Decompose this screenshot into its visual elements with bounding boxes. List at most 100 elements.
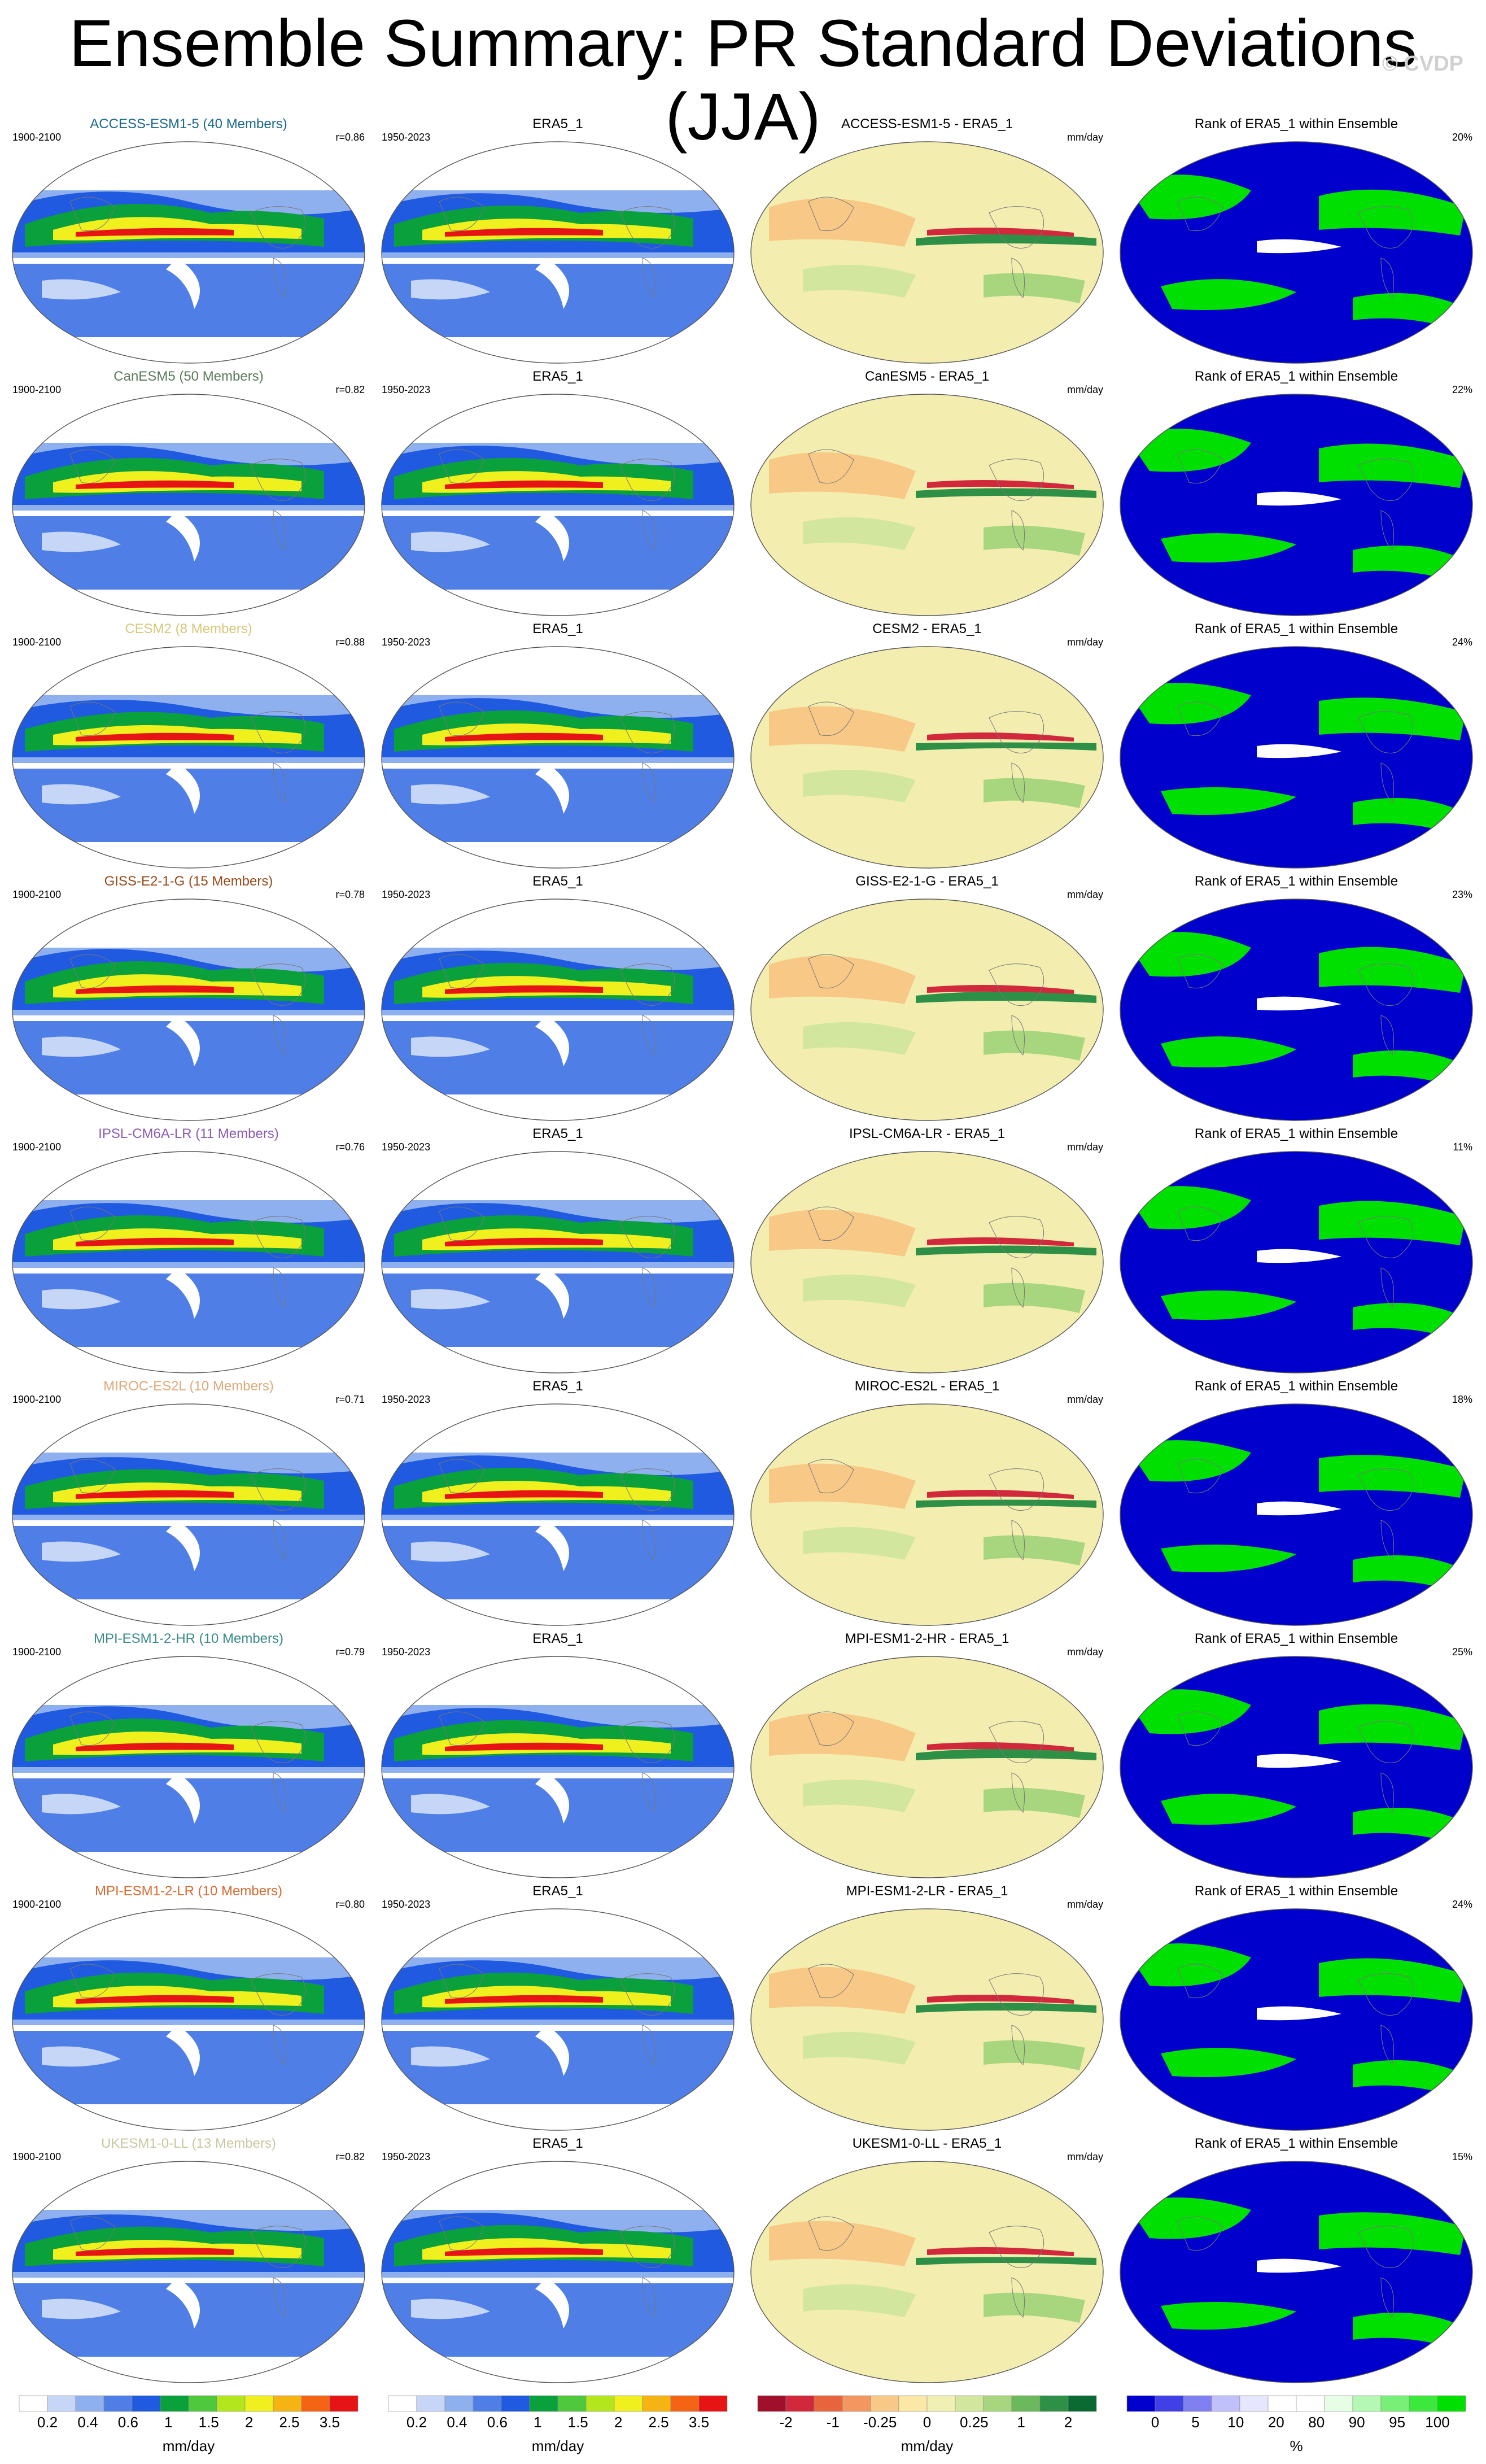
rank-panel: Rank of ERA5_1 within Ensemble 20% [1116,116,1477,368]
colorbar-swatch [1352,2395,1382,2412]
colorbar: 0 5 10 20 80 90 95 100% [1121,2393,1471,2461]
map-border [1120,2161,1473,2383]
model-mean-panel: CanESM5 (50 Members) 1900-2100 r=0.82 [8,368,369,621]
obs-period: 1950-2023 [382,384,431,395]
map-border [12,1656,365,1878]
obs-period: 1950-2023 [382,132,431,143]
model-map [12,394,365,616]
obs-map [381,1151,735,1373]
obs-map [381,646,735,869]
colorbar-tick-label: 90 [1349,2414,1365,2431]
colorbar-unit: mm/day [901,2437,954,2454]
ensemble-row: CESM2 (8 Members) 1900-2100 r=0.88 ERA5_1 19… [0,621,1486,873]
difference-title: CESM2 - ERA5_1 [872,621,982,636]
obs-panel: ERA5_1 1950-2023 [377,1630,738,1883]
model-mean-panel: MIROC-ES2L (10 Members) 1900-2100 r=0.71 [8,1378,369,1630]
difference-panel: UKESM1-0-LL - ERA5_1 mm/day [746,2135,1108,2388]
model-period: 1900-2100 [12,636,62,648]
map-background [1120,899,1472,1120]
map-border [12,1403,365,1626]
rank-title: Rank of ERA5_1 within Ensemble [1194,1631,1398,1646]
colorbar-swatch [473,2395,502,2412]
map-background [751,142,1103,363]
obs-panel: ERA5_1 1950-2023 [377,621,738,873]
map-border [750,2161,1104,2383]
colorbar-tick-label: 0.2 [407,2414,427,2431]
map-border [1120,141,1473,364]
map-border [381,141,735,364]
rank-percent: 23% [1452,889,1472,900]
difference-panel: IPSL-CM6A-LR - ERA5_1 mm/day [746,1126,1108,1378]
colorbar-swatch [670,2395,700,2412]
rank-panel: Rank of ERA5_1 within Ensemble 25% [1116,1630,1477,1883]
map-border [1120,1151,1473,1373]
model-title: CESM2 (8 Members) [125,621,252,636]
difference-units: mm/day [1067,384,1103,395]
rank-map [1120,2161,1473,2383]
map-border [750,1151,1104,1373]
map-background [1120,2161,1472,2383]
obs-panel: ERA5_1 1950-2023 [377,873,738,1126]
map-border [381,1656,735,1878]
colorbar-swatch [926,2395,956,2412]
map-border [381,899,735,1121]
obs-panel: ERA5_1 1950-2023 [377,1883,738,2135]
difference-title: MPI-ESM1-2-HR - ERA5_1 [845,1631,1009,1646]
colorbar-swatch [160,2395,189,2412]
colorbar-unit: % [1290,2437,1303,2454]
colorbar-swatch [870,2395,899,2412]
colorbar-graphic: 0 5 10 20 80 90 95 100 [1126,2395,1466,2431]
model-period: 1900-2100 [12,132,62,143]
difference-title: ACCESS-ESM1-5 - ERA5_1 [841,116,1013,132]
colorbar-swatch [814,2395,843,2412]
obs-period: 1950-2023 [382,1141,431,1153]
colorbar: 0.2 0.4 0.6 1 1.5 2 2.5 3.5 mm/day [14,2393,364,2461]
colorbar-swatch [1126,2395,1156,2412]
map-background [751,394,1103,616]
difference-panel: CESM2 - ERA5_1 mm/day [746,621,1108,873]
rank-map [1120,1656,1473,1878]
model-map [12,899,365,1121]
colorbar-tick-label: 2.5 [648,2414,668,2431]
obs-panel: ERA5_1 1950-2023 [377,2135,738,2388]
ensemble-row: UKESM1-0-LL (13 Members) 1900-2100 r=0.82 E… [0,2135,1486,2388]
difference-units: mm/day [1067,2151,1103,2162]
model-mean-panel: UKESM1-0-LL (13 Members) 1900-2100 r=0.82 [8,2135,369,2388]
colorbar-tick-label: 0 [1151,2414,1159,2431]
map-background [1120,647,1472,868]
map-background [1120,142,1472,363]
obs-title: ERA5_1 [532,369,583,384]
pattern-correlation: r=0.79 [335,1646,365,1658]
colorbar-swatch [529,2395,558,2412]
difference-map [750,899,1104,1121]
colorbar-swatch [1409,2395,1438,2412]
colorbar-swatch [47,2395,76,2412]
obs-map [381,394,735,616]
model-period: 1900-2100 [12,1394,62,1405]
map-border [381,1908,735,2131]
ensemble-row: ACCESS-ESM1-5 (40 Members) 1900-2100 r=0.8… [0,116,1486,368]
colorbar-swatch [444,2395,474,2412]
model-title: IPSL-CM6A-LR (11 Members) [98,1126,279,1141]
pattern-correlation: r=0.80 [335,1899,365,1910]
rank-map [1120,899,1473,1121]
map-border [1120,394,1473,616]
model-title: CanESM5 (50 Members) [113,369,264,384]
colorbar-tick-label: 3.5 [320,2414,340,2431]
colorbar-tick-label: 2 [1064,2414,1072,2431]
colorbar-graphic: -2 -1 -0.25 0 0.25 1 2 [757,2395,1097,2431]
colorbar-swatch [75,2395,104,2412]
colorbar-tick-label: 1.5 [199,2414,219,2431]
map-border [381,1403,735,1626]
rank-map [1120,141,1473,364]
colorbar: 0.2 0.4 0.6 1 1.5 2 2.5 3.5 mm/day [383,2393,733,2461]
colorbar-tick-label: 20 [1268,2414,1284,2431]
obs-title: ERA5_1 [532,2136,583,2151]
colorbar-tick-label: 0.4 [77,2414,98,2431]
colorbar-swatch [416,2395,445,2412]
rank-percent: 22% [1452,384,1472,395]
obs-map [381,141,735,364]
model-period: 1900-2100 [12,889,62,900]
colorbar-tick-label: 0.2 [37,2414,58,2431]
model-mean-panel: IPSL-CM6A-LR (11 Members) 1900-2100 r=0.76 [8,1126,369,1378]
